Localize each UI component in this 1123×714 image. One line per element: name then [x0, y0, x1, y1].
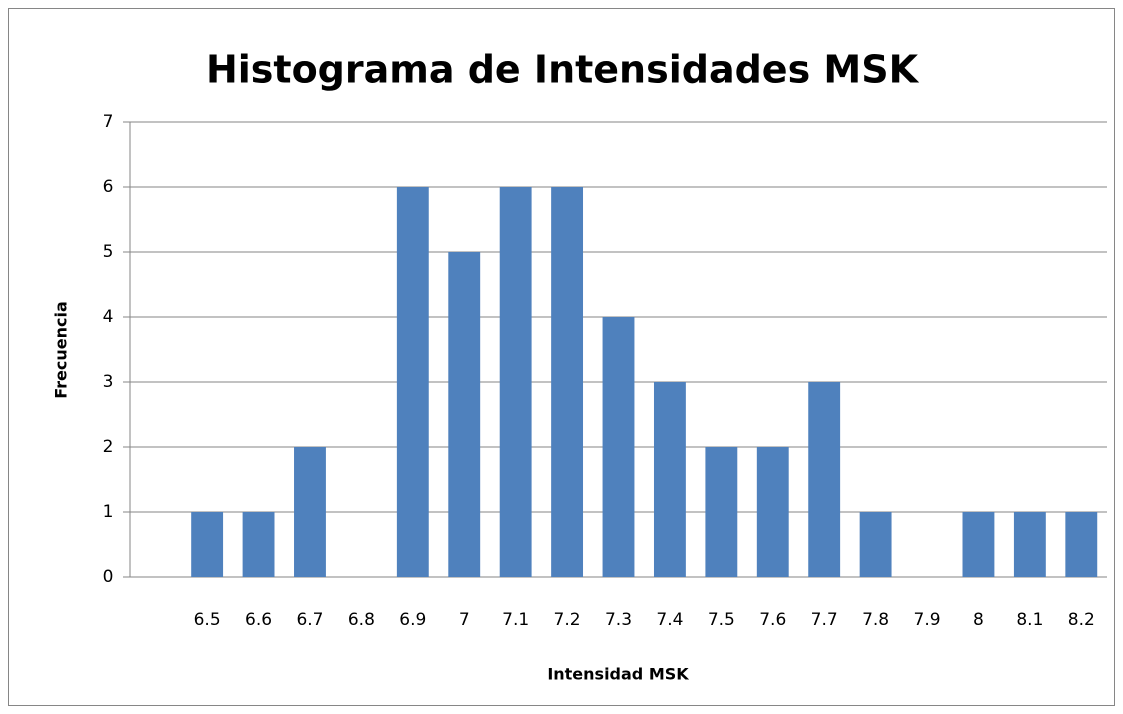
y-axis-title: Frecuencia [52, 301, 71, 399]
bar [242, 512, 275, 577]
x-tick-label: 7.5 [708, 610, 735, 630]
y-tick-label: 7 [103, 112, 114, 132]
bar [551, 187, 584, 577]
x-tick-label: 6.5 [194, 610, 221, 630]
y-tick-label: 1 [103, 502, 114, 522]
bar [705, 447, 738, 577]
x-tick-label: 7.8 [862, 610, 889, 630]
x-tick-label: 7.2 [554, 610, 581, 630]
bar [396, 187, 429, 577]
y-tick-label: 6 [103, 177, 114, 197]
y-tick-label: 0 [103, 567, 114, 587]
y-tick-label: 5 [103, 242, 114, 262]
x-tick-label: 8.1 [1016, 610, 1043, 630]
y-tick-label: 4 [103, 307, 114, 327]
x-tick-label: 7.3 [605, 610, 632, 630]
x-axis-title: Intensidad MSK [547, 665, 689, 684]
bar [962, 512, 995, 577]
chart-title: Histograma de Intensidades MSK [206, 48, 920, 92]
bar [499, 187, 532, 577]
x-tick-label: 7.1 [502, 610, 529, 630]
x-tick-label: 7.7 [811, 610, 838, 630]
x-tick-label: 8.2 [1068, 610, 1095, 630]
bar [859, 512, 892, 577]
bar [808, 382, 841, 577]
x-tick-label: 7.4 [656, 610, 683, 630]
x-tick-label: 6.6 [245, 610, 272, 630]
y-tick-label: 3 [103, 372, 114, 392]
x-tick-label: 8 [973, 610, 984, 630]
y-tick-label: 2 [103, 437, 114, 457]
x-tick-label: 6.7 [296, 610, 323, 630]
x-tick-label: 6.8 [348, 610, 375, 630]
bar [1013, 512, 1046, 577]
bar [653, 382, 686, 577]
x-tick-label: 7 [459, 610, 470, 630]
bar [602, 317, 635, 577]
bar [191, 512, 224, 577]
bar [294, 447, 326, 577]
bar [1065, 512, 1098, 577]
bar [756, 447, 789, 577]
bar [448, 252, 481, 577]
x-tick-label: 7.6 [759, 610, 786, 630]
x-tick-label: 6.9 [399, 610, 426, 630]
x-tick-label: 7.9 [914, 610, 941, 630]
